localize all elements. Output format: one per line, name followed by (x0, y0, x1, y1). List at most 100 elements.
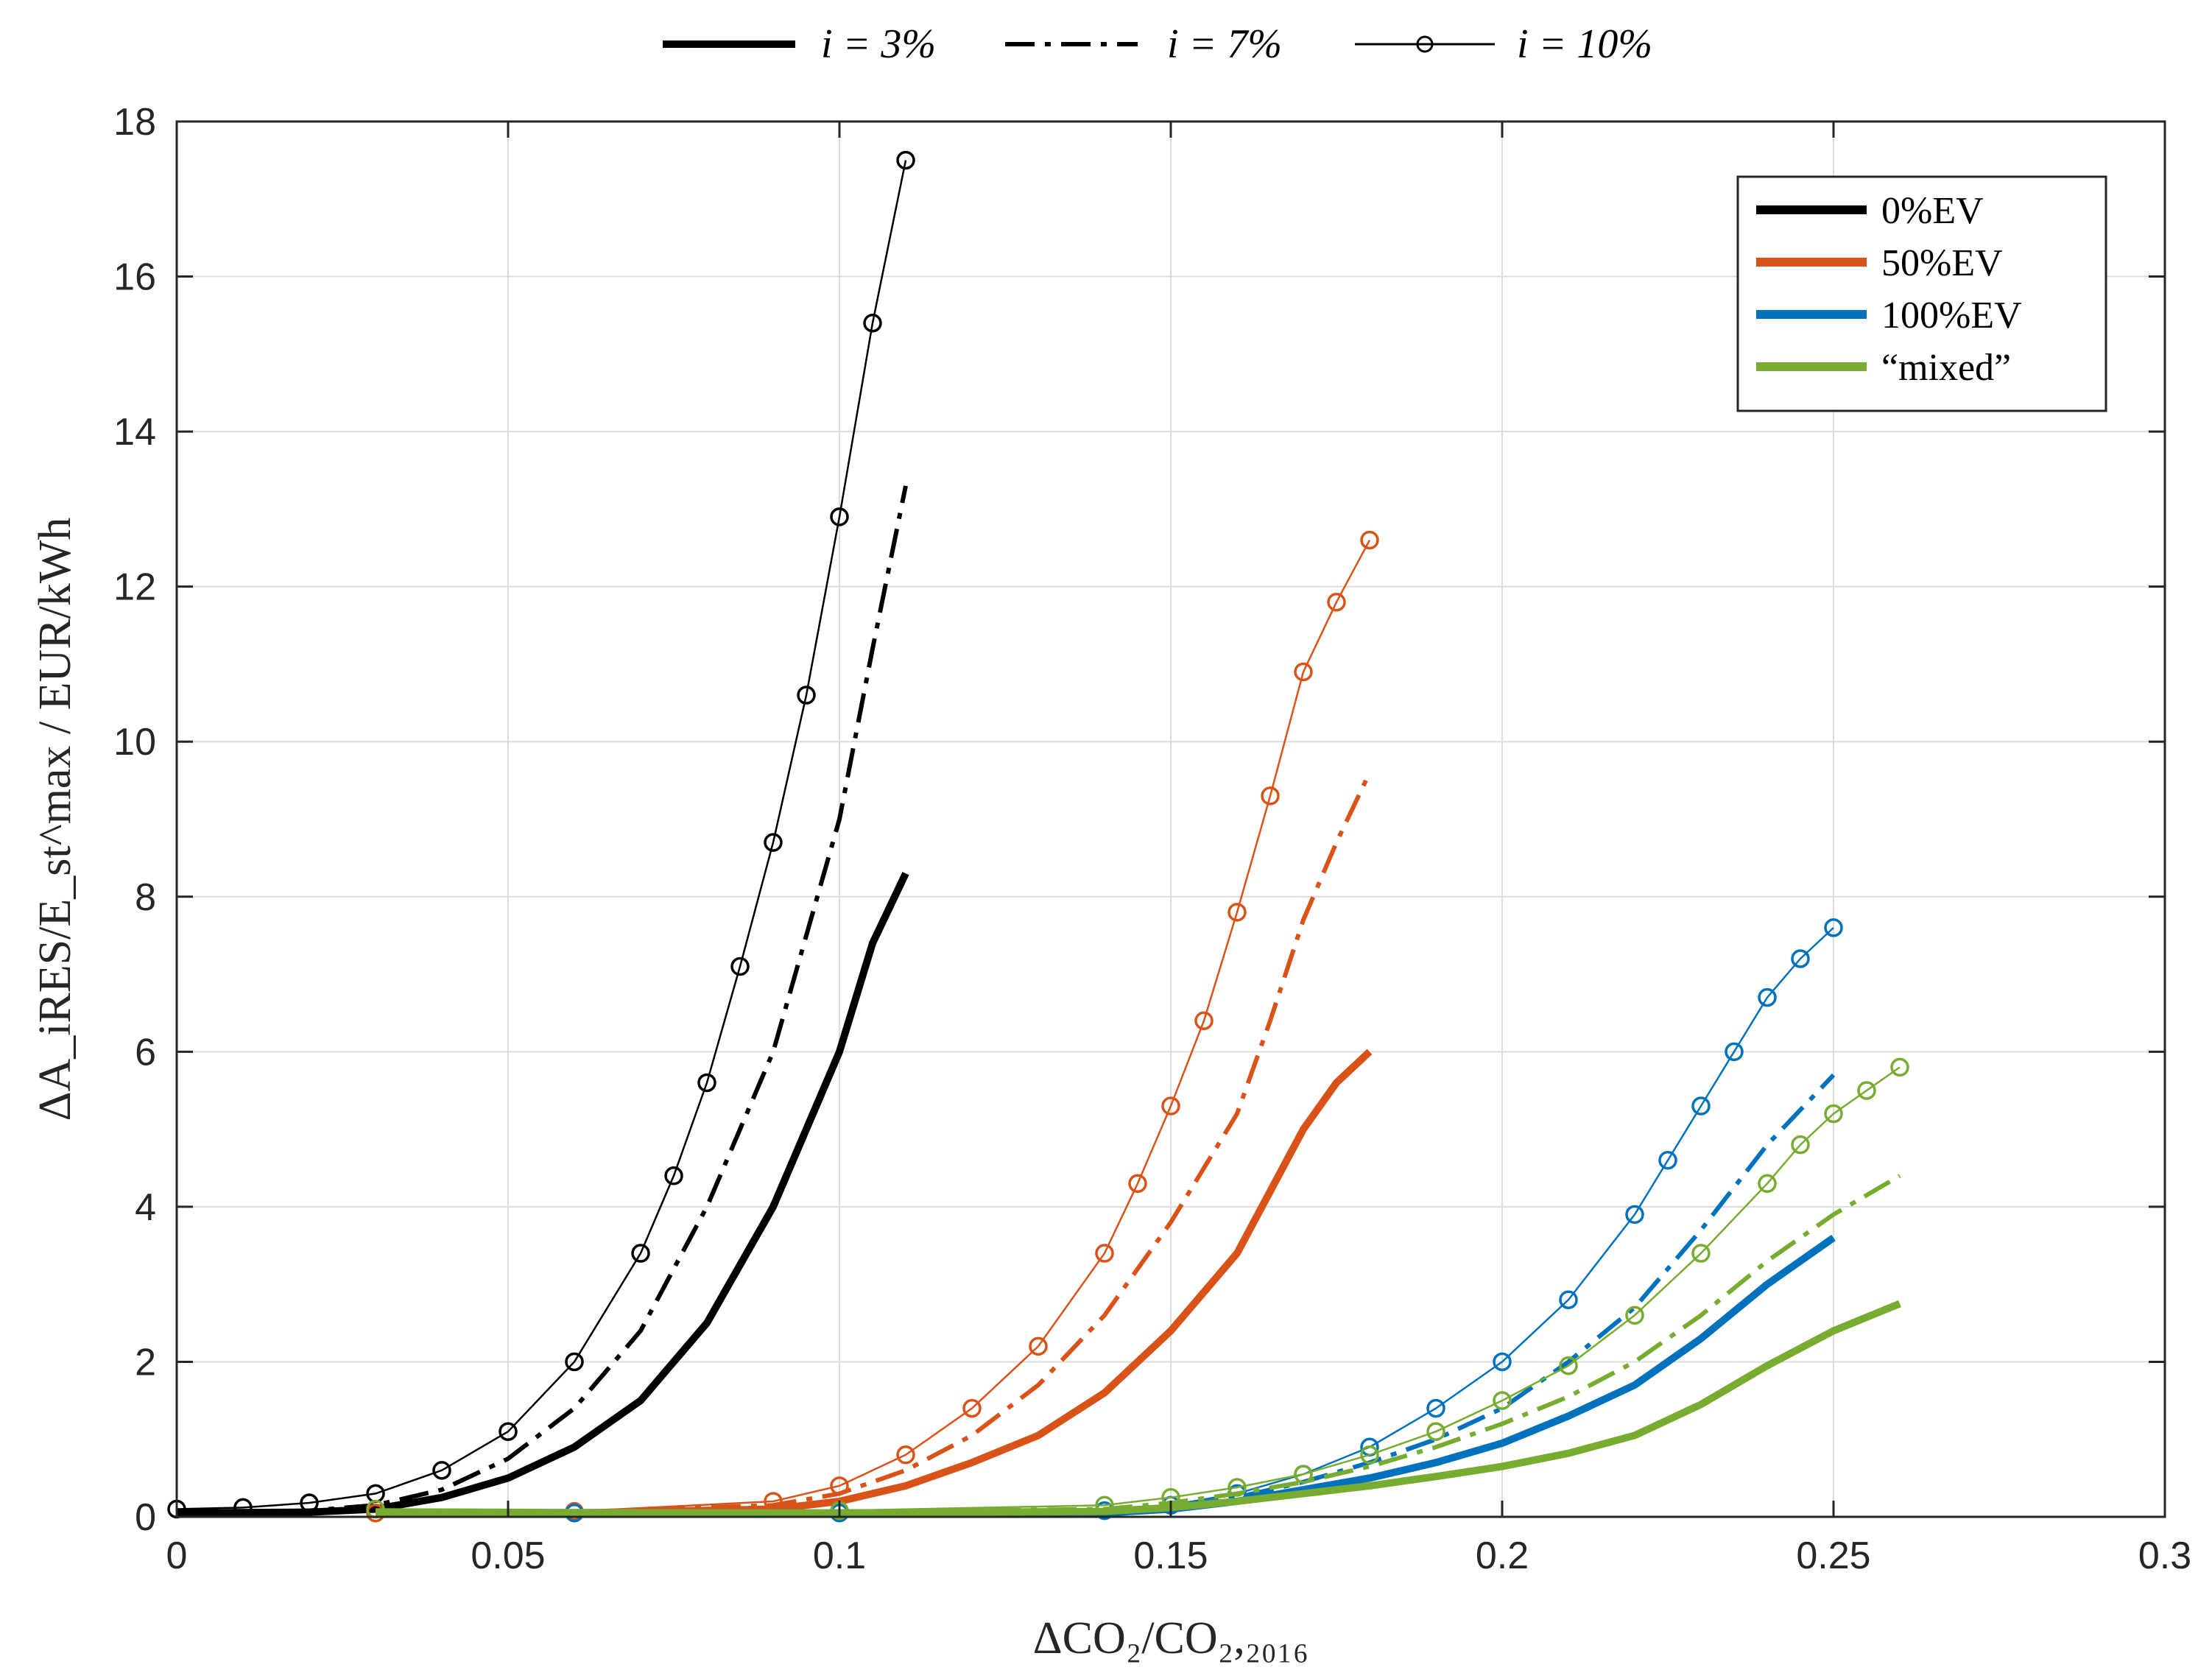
series-line (376, 1049, 1373, 1517)
data-point-marker (1493, 1391, 1512, 1410)
data-point-marker (1758, 987, 1777, 1007)
data-point-marker (863, 313, 882, 333)
series-line (376, 1300, 1901, 1517)
series-100pctev-3pct (574, 1234, 1836, 1517)
data-point-marker (1493, 1352, 1512, 1372)
data-point-marker (1294, 662, 1313, 682)
x-tick-label: 0.2 (1476, 1535, 1529, 1577)
y-tick-label: 14 (113, 411, 156, 454)
data-point-marker (1691, 1244, 1711, 1263)
x-axis-title: ΔCO₂/CO₂,₂₀₁₆ (1033, 1613, 1309, 1663)
x-tick-label: 0.25 (1796, 1535, 1870, 1577)
legend-label-3pct: i = 3% (821, 21, 936, 67)
data-point-marker (1824, 1104, 1843, 1124)
data-point-marker (631, 1244, 650, 1263)
data-point-marker (1161, 1096, 1180, 1116)
y-tick-label: 18 (113, 101, 156, 144)
legend-circle-marker-icon (1416, 35, 1434, 53)
data-point-marker (730, 956, 750, 976)
series-line (375, 772, 1372, 1515)
data-point-marker (1426, 1398, 1445, 1418)
y-tick-label: 12 (113, 566, 156, 609)
data-point-marker (1194, 1011, 1214, 1030)
y-tick-label: 10 (113, 721, 156, 764)
data-point-marker (1261, 786, 1280, 806)
data-point-marker (1426, 1422, 1445, 1441)
data-point-marker (697, 1073, 716, 1093)
plot-series (167, 150, 1909, 1523)
data-point-marker (1791, 949, 1810, 968)
y-tick-label: 0 (135, 1496, 156, 1539)
x-tick-label: 0.05 (471, 1535, 545, 1577)
data-point-marker (962, 1398, 982, 1418)
data-point-marker (300, 1493, 319, 1512)
data-point-marker (1890, 1057, 1909, 1077)
data-point-marker (896, 1445, 915, 1465)
data-point-marker (764, 833, 783, 852)
data-point-marker (1691, 1096, 1711, 1116)
data-point-marker (1294, 1465, 1313, 1484)
data-point-marker (1327, 592, 1346, 612)
series-line (375, 1174, 1901, 1515)
data-point-marker (1625, 1205, 1644, 1225)
series-50pctev-7pct (375, 772, 1372, 1515)
axis-ticks: 0 0.05 0.1 0.15 0.2 0.25 0.3 0 2 4 6 8 10 12 14 16 18 (113, 101, 2191, 1577)
series-line (176, 872, 909, 1517)
legend-label-0ev: 0%EV (1881, 190, 1984, 232)
series-mixed-10pct (366, 1057, 1909, 1521)
data-point-marker (1625, 1306, 1644, 1325)
series-mixed-3pct (376, 1300, 1901, 1517)
y-tick-label: 2 (135, 1341, 156, 1384)
series-mixed-7pct (375, 1174, 1901, 1515)
series-line (375, 539, 1371, 1514)
series-line (176, 160, 907, 1510)
series-0pctev-7pct (176, 485, 908, 1515)
data-point-marker (896, 150, 915, 170)
series-line (176, 485, 908, 1515)
data-point-marker (1658, 1150, 1677, 1170)
y-tick-label: 4 (135, 1186, 156, 1229)
legend-label-10pct: i = 10% (1517, 21, 1652, 67)
series-0pctev-10pct (167, 150, 915, 1519)
data-point-marker (1360, 1445, 1379, 1465)
data-point-marker (565, 1352, 584, 1372)
line-style-legend: i = 3% i = 7% i = 10% (663, 21, 1652, 67)
series-50pctev-10pct (366, 530, 1379, 1523)
data-point-marker (233, 1498, 253, 1518)
y-axis-title: ΔA_iRES/E_st^max / EUR/kWh (30, 518, 80, 1121)
legend-box (1736, 175, 2107, 412)
scenario-legend: 0%EV 50%EV 100%EV “mixed” (1736, 175, 2107, 412)
data-point-marker (499, 1422, 518, 1441)
data-point-marker (1227, 1478, 1247, 1497)
data-point-marker (1029, 1336, 1048, 1356)
data-point-marker (1227, 903, 1247, 922)
legend-label-mixed: “mixed” (1881, 347, 2011, 389)
legend-label-7pct: i = 7% (1167, 21, 1282, 67)
data-point-marker (1725, 1042, 1744, 1062)
x-tick-label: 0.3 (2138, 1535, 2191, 1577)
series-100pctev-7pct (574, 1073, 1836, 1515)
series-0pctev-3pct (176, 872, 909, 1517)
y-tick-label: 16 (113, 256, 156, 299)
data-point-marker (1559, 1356, 1578, 1375)
data-point-marker (664, 1166, 683, 1185)
y-tick-label: 6 (135, 1031, 156, 1074)
y-tick-label: 8 (135, 876, 156, 919)
x-tick-label: 0.15 (1133, 1535, 1208, 1577)
series-line (574, 1234, 1836, 1517)
x-tick-label: 0 (166, 1535, 188, 1577)
data-point-marker (1758, 1174, 1777, 1194)
data-point-marker (432, 1461, 451, 1480)
series-line (574, 1073, 1836, 1515)
series-line (375, 1066, 1901, 1512)
data-point-marker (1095, 1495, 1114, 1515)
data-point-marker (797, 686, 816, 705)
data-point-marker (1857, 1081, 1876, 1100)
legend-label-100ev: 100%EV (1881, 295, 2022, 337)
data-point-marker (830, 507, 849, 526)
data-point-marker (830, 1476, 849, 1495)
data-point-marker (1128, 1174, 1147, 1194)
data-point-marker (1559, 1290, 1578, 1309)
legend-label-50ev: 50%EV (1881, 242, 2003, 284)
